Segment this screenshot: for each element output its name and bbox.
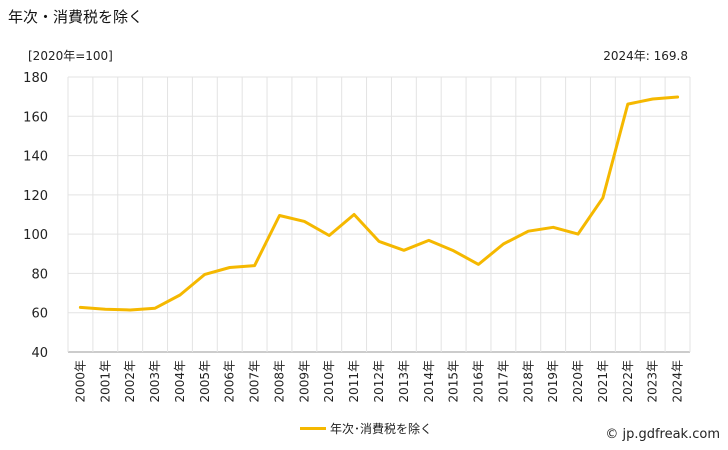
legend-swatch <box>300 427 326 430</box>
x-tick-label: 2016年 <box>472 360 486 403</box>
x-tick-label: 2011年 <box>347 360 361 403</box>
x-tick-label: 2004年 <box>173 360 187 403</box>
x-tick-label: 2014年 <box>422 360 436 403</box>
legend: 年次･消費税を除く <box>300 420 432 437</box>
series-line <box>78 95 680 312</box>
x-tick-label: 2017年 <box>496 360 510 403</box>
x-tick-label: 2000年 <box>73 360 87 403</box>
y-tick-label: 100 <box>23 228 48 243</box>
x-tick-label: 2019年 <box>546 360 560 403</box>
x-tick-label: 2006年 <box>223 360 237 403</box>
x-tick-label: 2003年 <box>148 360 162 403</box>
x-tick-label: 2021年 <box>596 360 610 403</box>
x-tick-label: 2022年 <box>621 360 635 403</box>
x-tick-label: 2009年 <box>297 360 311 403</box>
y-tick-label: 160 <box>23 110 48 125</box>
grid-lines <box>67 76 691 353</box>
x-tick-label: 2024年 <box>671 360 685 403</box>
y-tick-label: 40 <box>31 346 48 361</box>
x-tick-label: 2023年 <box>646 360 660 403</box>
y-axis-ticks: 40 60 80 100 120 140 160 180 <box>23 71 48 361</box>
credit-text: © jp.gdfreak.com <box>605 427 720 442</box>
latest-value-label: 2024年: 169.8 <box>603 49 688 63</box>
y-axis-unit-label: [2020年=100] <box>28 49 113 63</box>
x-tick-label: 2010年 <box>322 360 336 403</box>
series-group <box>78 95 680 312</box>
x-axis-ticks: 2000年 2001年 2002年 2003年 2004年 2005年 2006年 2007年… <box>73 360 684 403</box>
y-tick-label: 120 <box>23 189 48 204</box>
x-tick-label: 2002年 <box>123 360 137 403</box>
y-tick-label: 60 <box>31 307 48 322</box>
x-tick-label: 2001年 <box>98 360 112 403</box>
x-tick-label: 2007年 <box>248 360 262 403</box>
x-tick-label: 2015年 <box>447 360 461 403</box>
x-tick-label: 2005年 <box>198 360 212 403</box>
chart-title: 年次・消費税を除く <box>8 8 144 26</box>
legend-label: 年次･消費税を除く <box>330 422 433 436</box>
x-tick-label: 2020年 <box>571 360 585 403</box>
y-tick-label: 140 <box>23 150 48 165</box>
x-tick-label: 2018年 <box>521 360 535 403</box>
x-tick-label: 2008年 <box>272 360 286 403</box>
y-tick-label: 80 <box>31 267 48 282</box>
x-tick-label: 2013年 <box>397 360 411 403</box>
y-tick-label: 180 <box>23 71 48 86</box>
x-tick-label: 2012年 <box>372 360 386 403</box>
